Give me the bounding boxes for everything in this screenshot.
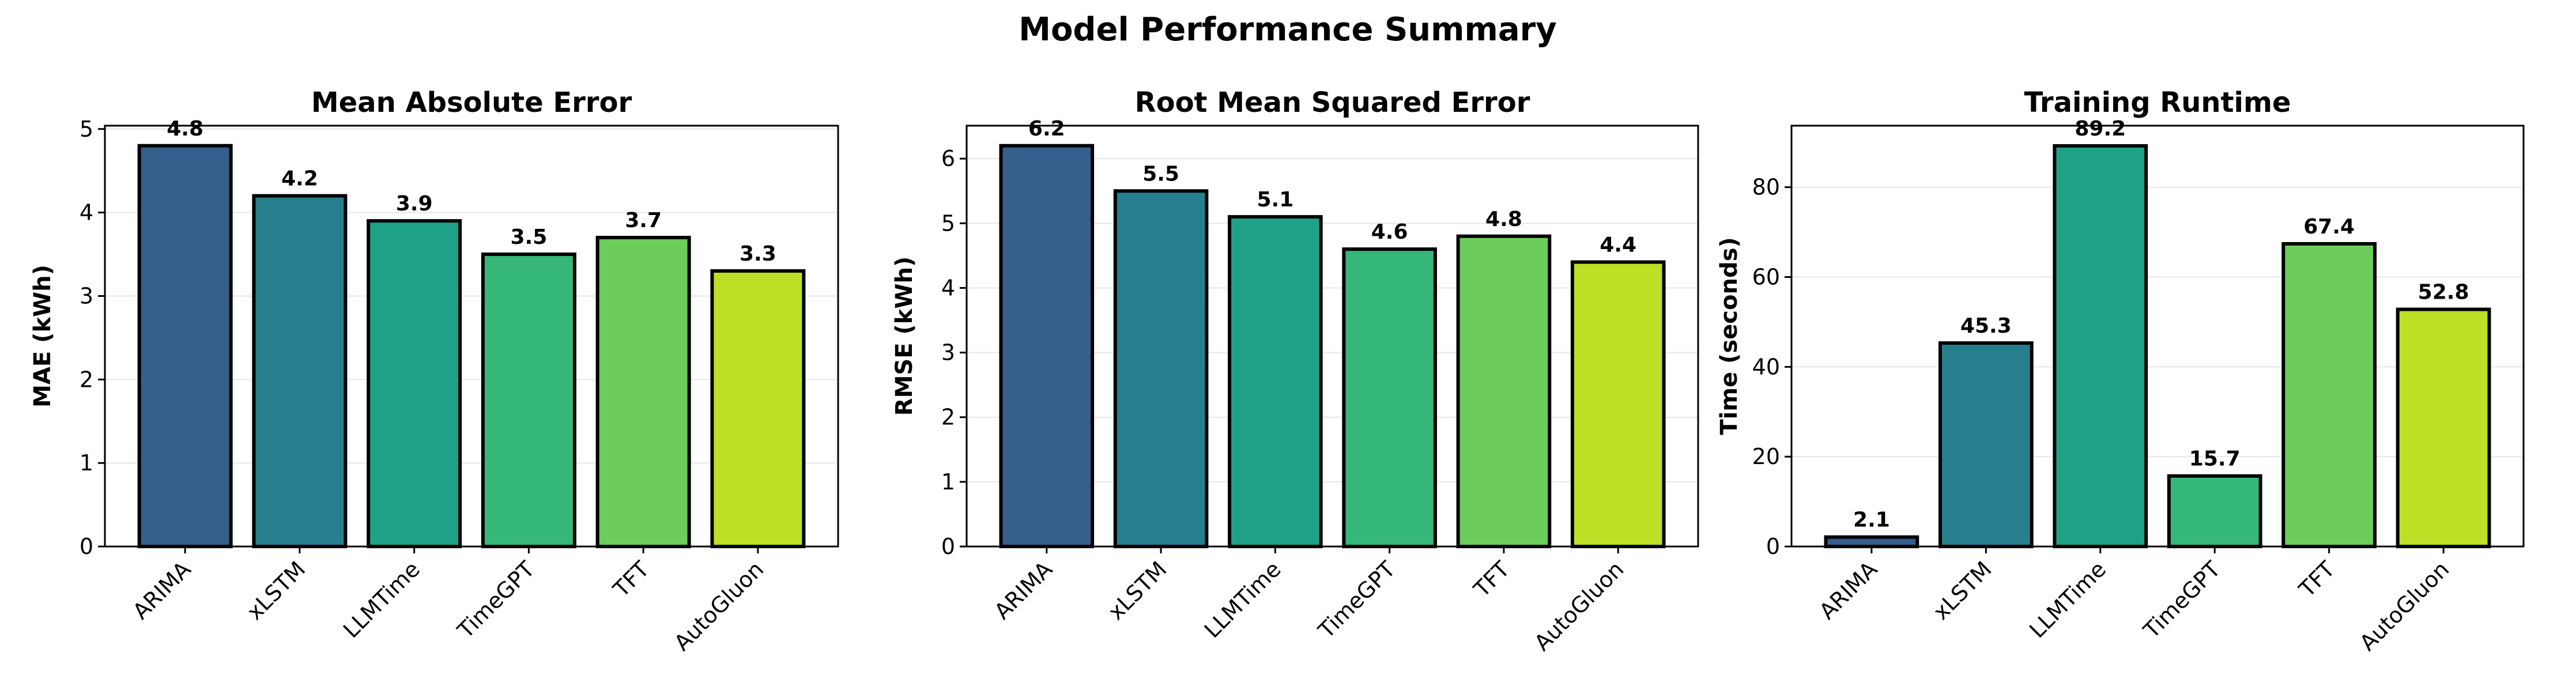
data-label: 4.6	[1371, 220, 1408, 244]
y-tick-label: 20	[1752, 444, 1780, 469]
x-tick-label: LLMTime	[2024, 556, 2111, 643]
data-label: 5.1	[1257, 188, 1293, 212]
x-tick-label: TFT	[1469, 556, 1515, 602]
panel-rmse: 6.2 5.5 5.1 4.6 4.8 4.4 0 1 2 3 4 5 6 ARIMA xLSTM LLM…	[891, 86, 1699, 656]
bar-arima	[137, 144, 233, 548]
panel-mae: 4.8 4.2 3.9 3.5 3.7 3.3 0 1 2 3 4 5 ARIMA xLSTM LLMT…	[29, 86, 839, 656]
data-label: 2.1	[1853, 508, 1890, 532]
x-tick-label: xLSTM	[242, 556, 311, 625]
plot-frame	[1790, 125, 2525, 548]
y-axis-label: RMSE (kWh)	[891, 257, 918, 416]
bar-autogluon	[1570, 260, 1666, 548]
y-axis-label: Time (seconds)	[1716, 237, 1743, 435]
data-label: 3.7	[625, 209, 662, 232]
x-tick-label: LLMTime	[338, 556, 425, 643]
chart-title: Training Runtime	[2024, 86, 2291, 119]
y-tick-label: 0	[1766, 534, 1780, 559]
y-tick-label: 40	[1752, 354, 1780, 379]
plot-frame	[104, 125, 839, 548]
bar-llmtime	[2053, 144, 2148, 548]
y-axis-label: MAE (kWh)	[29, 265, 56, 408]
x-tick-label: TimeGPT	[1313, 556, 1401, 644]
data-label: 4.2	[281, 167, 318, 191]
figure-title: Model Performance Summary	[1019, 11, 1557, 48]
y-tick-label: 2	[941, 405, 955, 430]
data-label: 15.7	[2189, 447, 2241, 471]
x-tick-label: xLSTM	[1928, 556, 1997, 625]
data-label: 52.8	[2418, 281, 2469, 304]
x-tick-label: TFT	[608, 556, 654, 602]
x-tick-label: AutoGluon	[669, 556, 768, 655]
y-tick-label: 4	[80, 200, 93, 225]
panel-runtime: 2.1 45.3 89.2 15.7 67.4 52.8 0 20 40 60 80 ARIMA x…	[1716, 86, 2525, 656]
x-tick-label: AutoGluon	[2355, 556, 2454, 655]
bar-tft	[2281, 242, 2377, 548]
y-tick-label: 3	[80, 283, 93, 308]
x-tick-label: ARIMA	[128, 556, 196, 624]
x-tick-label: LLMTime	[1200, 556, 1286, 643]
x-tick-label: TFT	[2294, 556, 2340, 602]
bar-xlstm	[1938, 341, 2034, 548]
bar-timegpt	[481, 252, 576, 548]
bar-timegpt	[1342, 247, 1437, 549]
data-label: 3.3	[740, 242, 776, 266]
data-label: 4.4	[1600, 233, 1636, 257]
bar-llmtime	[367, 219, 462, 549]
bar-tft	[1456, 234, 1552, 548]
bar-arima	[999, 144, 1095, 548]
y-tick-label: 1	[941, 469, 955, 495]
y-tick-label: 60	[1752, 265, 1780, 290]
chart-title: Mean Absolute Error	[311, 86, 632, 119]
y-tick-label: 80	[1752, 175, 1780, 200]
y-tick-label: 0	[80, 534, 93, 559]
bar-xlstm	[1113, 189, 1209, 548]
bar-xlstm	[252, 194, 348, 548]
y-tick-label: 1	[80, 450, 93, 476]
x-tick-label: TimeGPT	[452, 556, 540, 644]
y-tick-label: 5	[80, 116, 93, 142]
bar-tft	[595, 236, 691, 549]
y-tick-label: 4	[941, 275, 955, 300]
data-label: 4.8	[167, 117, 203, 141]
x-tick-label: TimeGPT	[2139, 556, 2226, 644]
x-tick-label: xLSTM	[1103, 556, 1172, 625]
data-label: 67.4	[2303, 215, 2355, 239]
bar-llmtime	[1228, 215, 1323, 548]
x-tick-label: AutoGluon	[1529, 556, 1628, 655]
plot-frame	[965, 125, 1699, 548]
y-tick-label: 0	[941, 534, 955, 559]
bar-autogluon	[2396, 307, 2491, 548]
data-label: 6.2	[1028, 117, 1065, 141]
data-label: 5.5	[1142, 162, 1179, 186]
data-label: 45.3	[1960, 314, 2012, 338]
y-tick-label: 5	[941, 210, 955, 236]
data-label: 89.2	[2075, 117, 2126, 141]
data-label: 4.8	[1485, 208, 1522, 231]
y-tick-label: 2	[80, 367, 93, 392]
y-tick-label: 3	[941, 340, 955, 365]
data-label: 3.5	[510, 225, 547, 249]
bar-timegpt	[2167, 474, 2262, 548]
bar-arima	[1824, 535, 1919, 549]
chart-title: Root Mean Squared Error	[1135, 86, 1530, 119]
data-label: 3.9	[396, 192, 433, 216]
bar-autogluon	[710, 269, 806, 548]
x-tick-label: ARIMA	[990, 556, 1058, 624]
y-tick-label: 6	[941, 146, 955, 171]
x-tick-label: ARIMA	[1815, 556, 1883, 624]
